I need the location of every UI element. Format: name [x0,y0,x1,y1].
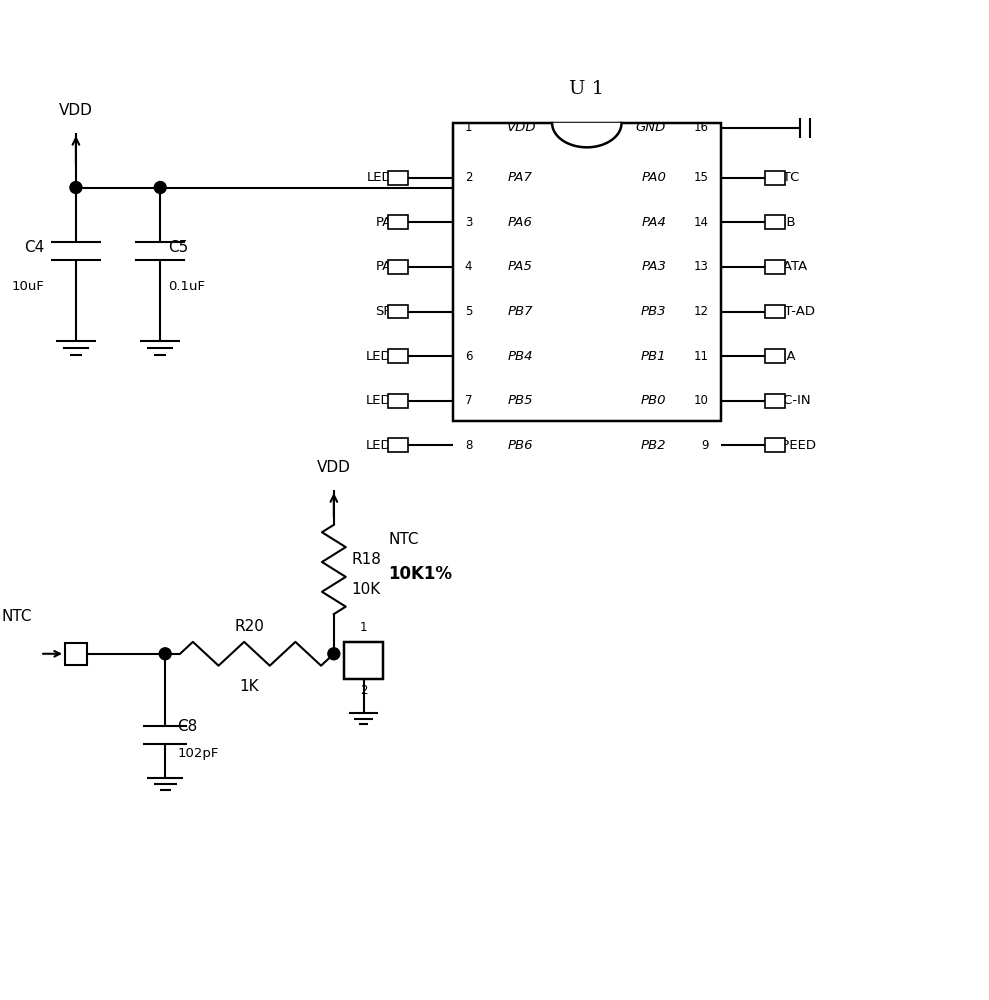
Text: 1: 1 [360,621,367,634]
Bar [389,260,408,274]
Text: NTC: NTC [1,609,32,624]
Text: 6: 6 [465,350,473,363]
Text: 11: 11 [694,350,709,363]
Text: C4: C4 [24,240,45,255]
Text: DATA: DATA [773,260,808,273]
Text: 10uF: 10uF [11,280,45,293]
Bar [765,260,785,274]
Text: SPEED: SPEED [773,439,816,452]
Text: PA5: PA5 [376,260,401,273]
Text: LED2: LED2 [366,394,401,407]
Bar [765,438,785,452]
Circle shape [159,648,171,660]
Text: PB1: PB1 [641,350,667,363]
Text: VDD: VDD [507,121,537,134]
Text: DC-IN: DC-IN [773,394,811,407]
Text: PA6: PA6 [507,216,532,229]
Text: 10K1%: 10K1% [389,565,452,583]
Text: 1: 1 [465,121,473,134]
Text: MT-AD: MT-AD [773,305,815,318]
Text: PB4: PB4 [507,350,533,363]
Text: LED4: LED4 [366,171,401,184]
Text: U 1: U 1 [570,80,604,98]
Text: 13: 13 [694,260,709,273]
Text: PB2: PB2 [641,439,667,452]
Text: 102pF: 102pF [177,747,219,760]
Text: INB: INB [773,216,796,229]
Text: VDD: VDD [316,460,351,475]
Text: GND: GND [636,121,667,134]
Bar [453,123,721,421]
Circle shape [328,648,340,660]
Text: R18: R18 [352,552,382,567]
Text: NTC: NTC [773,171,800,184]
Text: PB3: PB3 [641,305,667,318]
Text: VDD: VDD [59,103,93,118]
Bar [344,642,384,679]
Text: PA3: PA3 [641,260,667,273]
Text: 1K: 1K [239,679,259,694]
Text: LED3: LED3 [366,350,401,363]
Bar [765,171,785,185]
Text: 8: 8 [465,439,472,452]
Circle shape [154,182,166,193]
Bar [765,394,785,408]
Text: 14: 14 [694,216,709,229]
Text: PA0: PA0 [641,171,667,184]
Text: 15: 15 [694,171,709,184]
Text: 10: 10 [694,394,709,407]
Bar [765,215,785,229]
Text: R20: R20 [234,619,264,634]
Text: PB0: PB0 [641,394,667,407]
Text: PB5: PB5 [507,394,533,407]
Bar [65,643,87,665]
Bar [765,305,785,318]
Text: 0.1uF: 0.1uF [168,280,205,293]
Circle shape [70,182,82,193]
Text: 12: 12 [694,305,709,318]
Text: NTC: NTC [389,532,419,547]
Text: 5: 5 [465,305,472,318]
Text: LED1: LED1 [366,439,401,452]
Text: PA4: PA4 [641,216,667,229]
Bar [389,305,408,318]
Text: 2: 2 [465,171,473,184]
Text: 4: 4 [465,260,473,273]
Text: 9: 9 [701,439,709,452]
Text: 10K: 10K [352,582,381,597]
Text: PA7: PA7 [507,171,532,184]
Text: 16: 16 [694,121,709,134]
Text: C8: C8 [177,719,198,734]
Text: PB6: PB6 [507,439,533,452]
Text: PA6: PA6 [376,216,401,229]
Bar [389,394,408,408]
Bar [765,349,785,363]
Bar [389,349,408,363]
Text: 2: 2 [360,684,367,697]
Text: 7: 7 [465,394,473,407]
Bar [389,438,408,452]
Text: C5: C5 [168,240,189,255]
Text: 3: 3 [465,216,472,229]
Text: INA: INA [773,350,796,363]
Text: SPK: SPK [375,305,401,318]
Text: PA5: PA5 [507,260,532,273]
Bar [389,171,408,185]
Bar [389,215,408,229]
Text: PB7: PB7 [507,305,533,318]
